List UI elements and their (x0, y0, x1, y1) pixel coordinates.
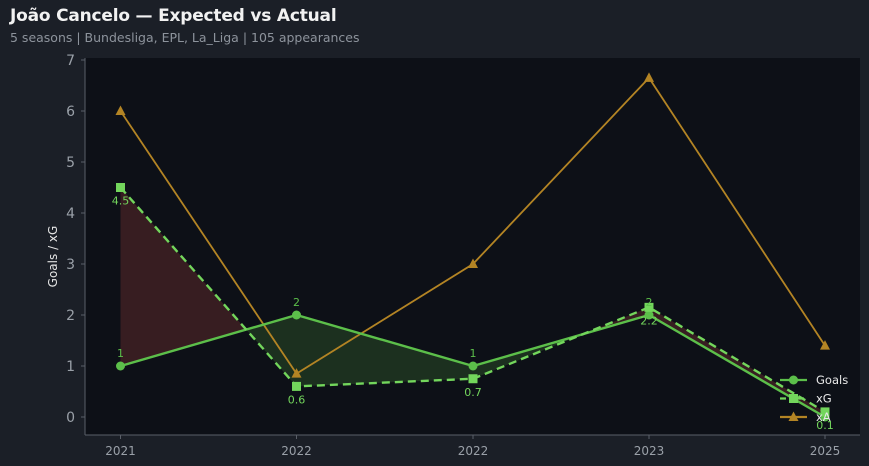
y-tick-label: 7 (66, 53, 75, 69)
y-tick-label: 3 (66, 257, 75, 273)
xa-marker (468, 258, 478, 268)
xg-data-label: 0.6 (288, 393, 306, 406)
x-tick-label: 2025 (810, 444, 841, 458)
goals-data-label: 1 (117, 347, 124, 360)
goals-marker (116, 361, 125, 371)
series-markers (115, 72, 830, 422)
legend-label: xA (816, 410, 831, 424)
xa-marker (291, 368, 302, 378)
legend-label: xG (816, 392, 832, 406)
xg-marker (116, 183, 125, 192)
x-tick-label: 2022 (458, 444, 489, 458)
x-tick-label: 2023 (634, 444, 665, 458)
goals-marker (468, 361, 478, 371)
fill-under-xg (649, 307, 825, 417)
xg-marker (644, 302, 654, 312)
xg-marker (468, 374, 478, 384)
xg-data-label: 0.1 (816, 419, 834, 432)
fill-under-xg (120, 187, 247, 366)
goals-marker (644, 310, 654, 320)
xa-marker (820, 340, 830, 350)
legend-marker (789, 375, 798, 385)
chart-title: João Cancelo — Expected vs Actual (10, 6, 337, 26)
y-tick-label: 5 (66, 155, 75, 171)
goals-data-label: 1 (470, 347, 477, 360)
legend-label: Goals (816, 373, 848, 387)
xg-marker (292, 381, 301, 391)
chart-header: João Cancelo — Expected vs Actual 5 seas… (10, 6, 360, 45)
xg-data-label: 0.7 (464, 386, 482, 399)
legend-marker (788, 411, 799, 421)
fill-over-xg (246, 315, 297, 387)
legend-marker (789, 394, 798, 403)
y-tick-label: 4 (66, 206, 75, 222)
fill-over-xg (296, 315, 473, 387)
y-axis-label: Goals / xG (46, 226, 60, 288)
y-tick-label: 6 (66, 104, 75, 120)
goals-data-label: 2 (646, 296, 653, 309)
goals-marker (292, 310, 301, 320)
y-tick-label: 0 (66, 410, 75, 426)
x-tick-label: 2021 (105, 444, 136, 458)
axes: 0 1 2 3 4 5 6 7 2021 2022 2022 2023 2025 Goals / xG (46, 53, 860, 458)
xg-marker (820, 407, 830, 417)
xg-data-label: 2.2 (640, 314, 658, 327)
y-tick-label: 2 (66, 308, 75, 324)
y-tick-label: 1 (66, 359, 75, 375)
x-tick-label: 2022 (281, 444, 312, 458)
data-labels: 1 2 1 2 4.5 0.6 0.7 2.2 0.1 (112, 195, 834, 432)
xa-marker (115, 105, 126, 115)
xg-data-label: 4.5 (112, 195, 130, 208)
goals-data-label: 2 (293, 296, 300, 309)
legend: Goals xG xA (780, 373, 848, 424)
chart-subtitle: 5 seasons | Bundesliga, EPL, La_Liga | 1… (10, 30, 360, 45)
xa-marker (644, 72, 654, 82)
